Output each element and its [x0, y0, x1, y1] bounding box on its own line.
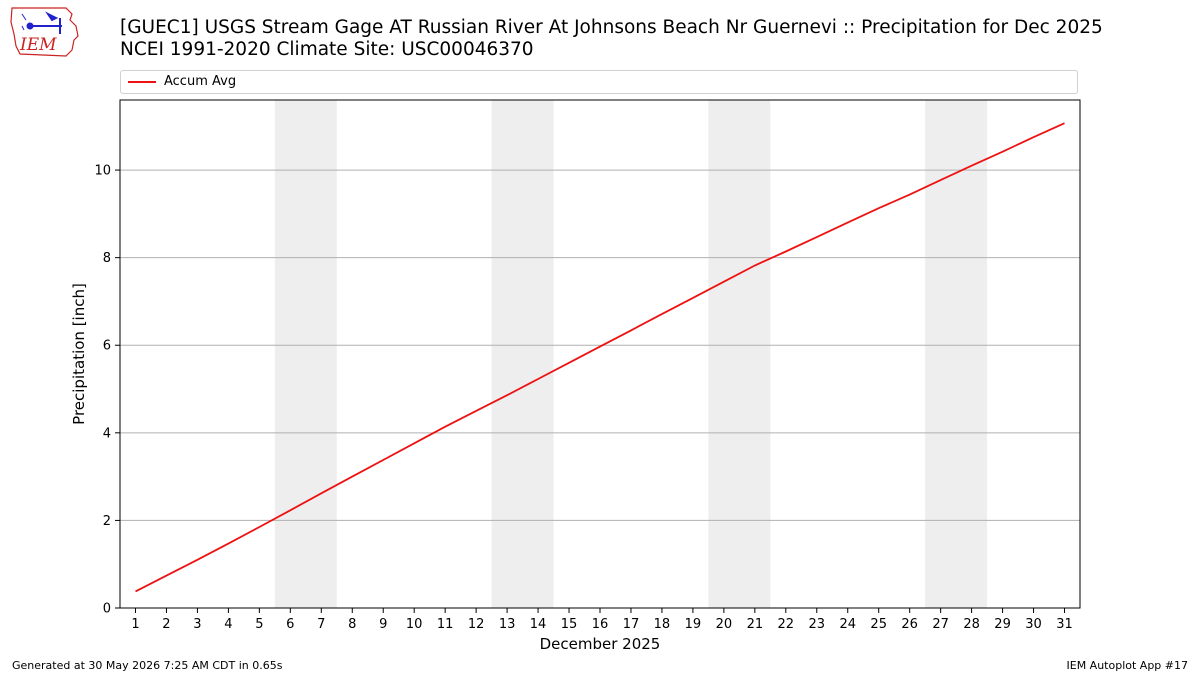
x-axis: 1 2 3 4 5 6 7 8 9 10 11 12 13 14 15 16 17 18 19 20 21 22 23 24 2… — [131, 608, 1073, 632]
title-line-2: NCEI 1991-2020 Climate Site: USC00046370 — [120, 39, 534, 60]
legend: Accum Avg — [120, 70, 1078, 94]
data-point-0-13 — [505, 393, 509, 397]
data-point-0-4 — [226, 542, 230, 546]
x-tick-label-12: 12 — [468, 617, 485, 632]
x-tick-label-7: 7 — [317, 617, 325, 632]
y-axis-label: Precipitation [inch] — [70, 283, 88, 425]
data-point-0-28 — [970, 164, 974, 168]
x-tick-label-22: 22 — [778, 617, 795, 632]
data-point-0-3 — [195, 558, 199, 562]
x-tick-label-10: 10 — [406, 617, 423, 632]
chart-title: [GUEC1] USGS Stream Gage AT Russian Rive… — [120, 17, 1103, 61]
x-tick-label-3: 3 — [193, 617, 201, 632]
x-tick-label-25: 25 — [870, 617, 887, 632]
y-tick-label-2: 2 — [103, 514, 111, 529]
data-point-0-19 — [691, 296, 695, 300]
x-tick-label-13: 13 — [499, 617, 516, 632]
data-point-0-30 — [1032, 135, 1036, 139]
data-point-0-31 — [1063, 121, 1067, 125]
data-point-0-29 — [1001, 150, 1005, 154]
x-tick-label-14: 14 — [530, 617, 547, 632]
y-tick-label-6: 6 — [103, 339, 111, 354]
weekend-band-1 — [491, 100, 554, 608]
weather-station-icon — [21, 11, 62, 34]
x-tick-label-5: 5 — [255, 617, 263, 632]
data-point-0-12 — [474, 409, 478, 413]
x-tick-label-6: 6 — [286, 617, 294, 632]
data-point-0-24 — [846, 221, 850, 225]
x-tick-label-21: 21 — [747, 617, 764, 632]
legend-line-swatch — [128, 81, 156, 83]
x-tick-label-9: 9 — [379, 617, 387, 632]
data-point-0-2 — [164, 574, 168, 578]
data-point-0-15 — [567, 361, 571, 365]
x-tick-label-29: 29 — [994, 617, 1011, 632]
x-tick-label-17: 17 — [623, 617, 640, 632]
data-point-0-20 — [722, 280, 726, 284]
grid-lines — [120, 169, 1080, 521]
legend-entry-accum-avg: Accum Avg — [164, 74, 237, 89]
data-point-0-26 — [908, 193, 912, 197]
x-tick-label-30: 30 — [1025, 617, 1042, 632]
x-tick-label-11: 11 — [437, 617, 454, 632]
weekend-band-3 — [925, 100, 988, 608]
x-tick-label-18: 18 — [654, 617, 671, 632]
data-point-0-16 — [598, 345, 602, 349]
x-tick-label-23: 23 — [809, 617, 826, 632]
iem-logo: IEM — [10, 7, 79, 57]
x-tick-label-1: 1 — [131, 617, 139, 632]
x-tick-label-31: 31 — [1056, 617, 1073, 632]
weekend-band-0 — [274, 100, 337, 608]
x-tick-label-16: 16 — [592, 617, 609, 632]
y-tick-label-0: 0 — [103, 602, 111, 617]
logo-text: IEM — [19, 35, 57, 55]
x-tick-label-8: 8 — [348, 617, 356, 632]
iowa-outline-icon — [10, 7, 79, 57]
data-point-0-18 — [660, 312, 664, 316]
data-point-0-6 — [288, 508, 292, 512]
data-point-0-23 — [815, 235, 819, 239]
data-point-0-25 — [877, 206, 881, 210]
data-point-0-7 — [319, 491, 323, 495]
data-point-0-27 — [939, 178, 943, 182]
weekend-band-2 — [708, 100, 771, 608]
data-point-0-14 — [536, 377, 540, 381]
x-tick-label-15: 15 — [561, 617, 578, 632]
data-point-0-8 — [350, 475, 354, 479]
x-tick-label-20: 20 — [716, 617, 733, 632]
x-tick-label-24: 24 — [839, 617, 856, 632]
y-tick-label-8: 8 — [103, 251, 111, 266]
app-credit: IEM Autoplot App #17 — [1066, 659, 1189, 672]
data-point-0-5 — [257, 525, 261, 529]
x-tick-label-4: 4 — [224, 617, 232, 632]
data-point-0-1 — [133, 589, 137, 593]
series-line-accum-avg — [135, 122, 1065, 593]
y-axis: 0 2 4 6 8 10 — [94, 164, 120, 617]
data-point-0-22 — [784, 250, 788, 254]
generated-timestamp: Generated at 30 May 2026 7:25 AM CDT in … — [12, 659, 283, 672]
y-tick-label-4: 4 — [103, 426, 111, 441]
data-point-0-10 — [412, 441, 416, 445]
weekend-bands — [274, 100, 988, 608]
series-layer — [133, 121, 1067, 593]
x-axis-label: December 2025 — [540, 635, 661, 653]
x-tick-label-28: 28 — [963, 617, 980, 632]
data-point-0-9 — [381, 458, 385, 462]
data-point-0-21 — [753, 264, 757, 268]
data-point-0-11 — [443, 425, 447, 429]
title-line-1: [GUEC1] USGS Stream Gage AT Russian Rive… — [120, 17, 1103, 38]
y-tick-label-10: 10 — [94, 164, 111, 179]
x-tick-label-27: 27 — [932, 617, 949, 632]
x-tick-label-19: 19 — [685, 617, 702, 632]
x-tick-label-26: 26 — [901, 617, 918, 632]
data-point-0-17 — [629, 328, 633, 332]
x-tick-label-2: 2 — [162, 617, 170, 632]
